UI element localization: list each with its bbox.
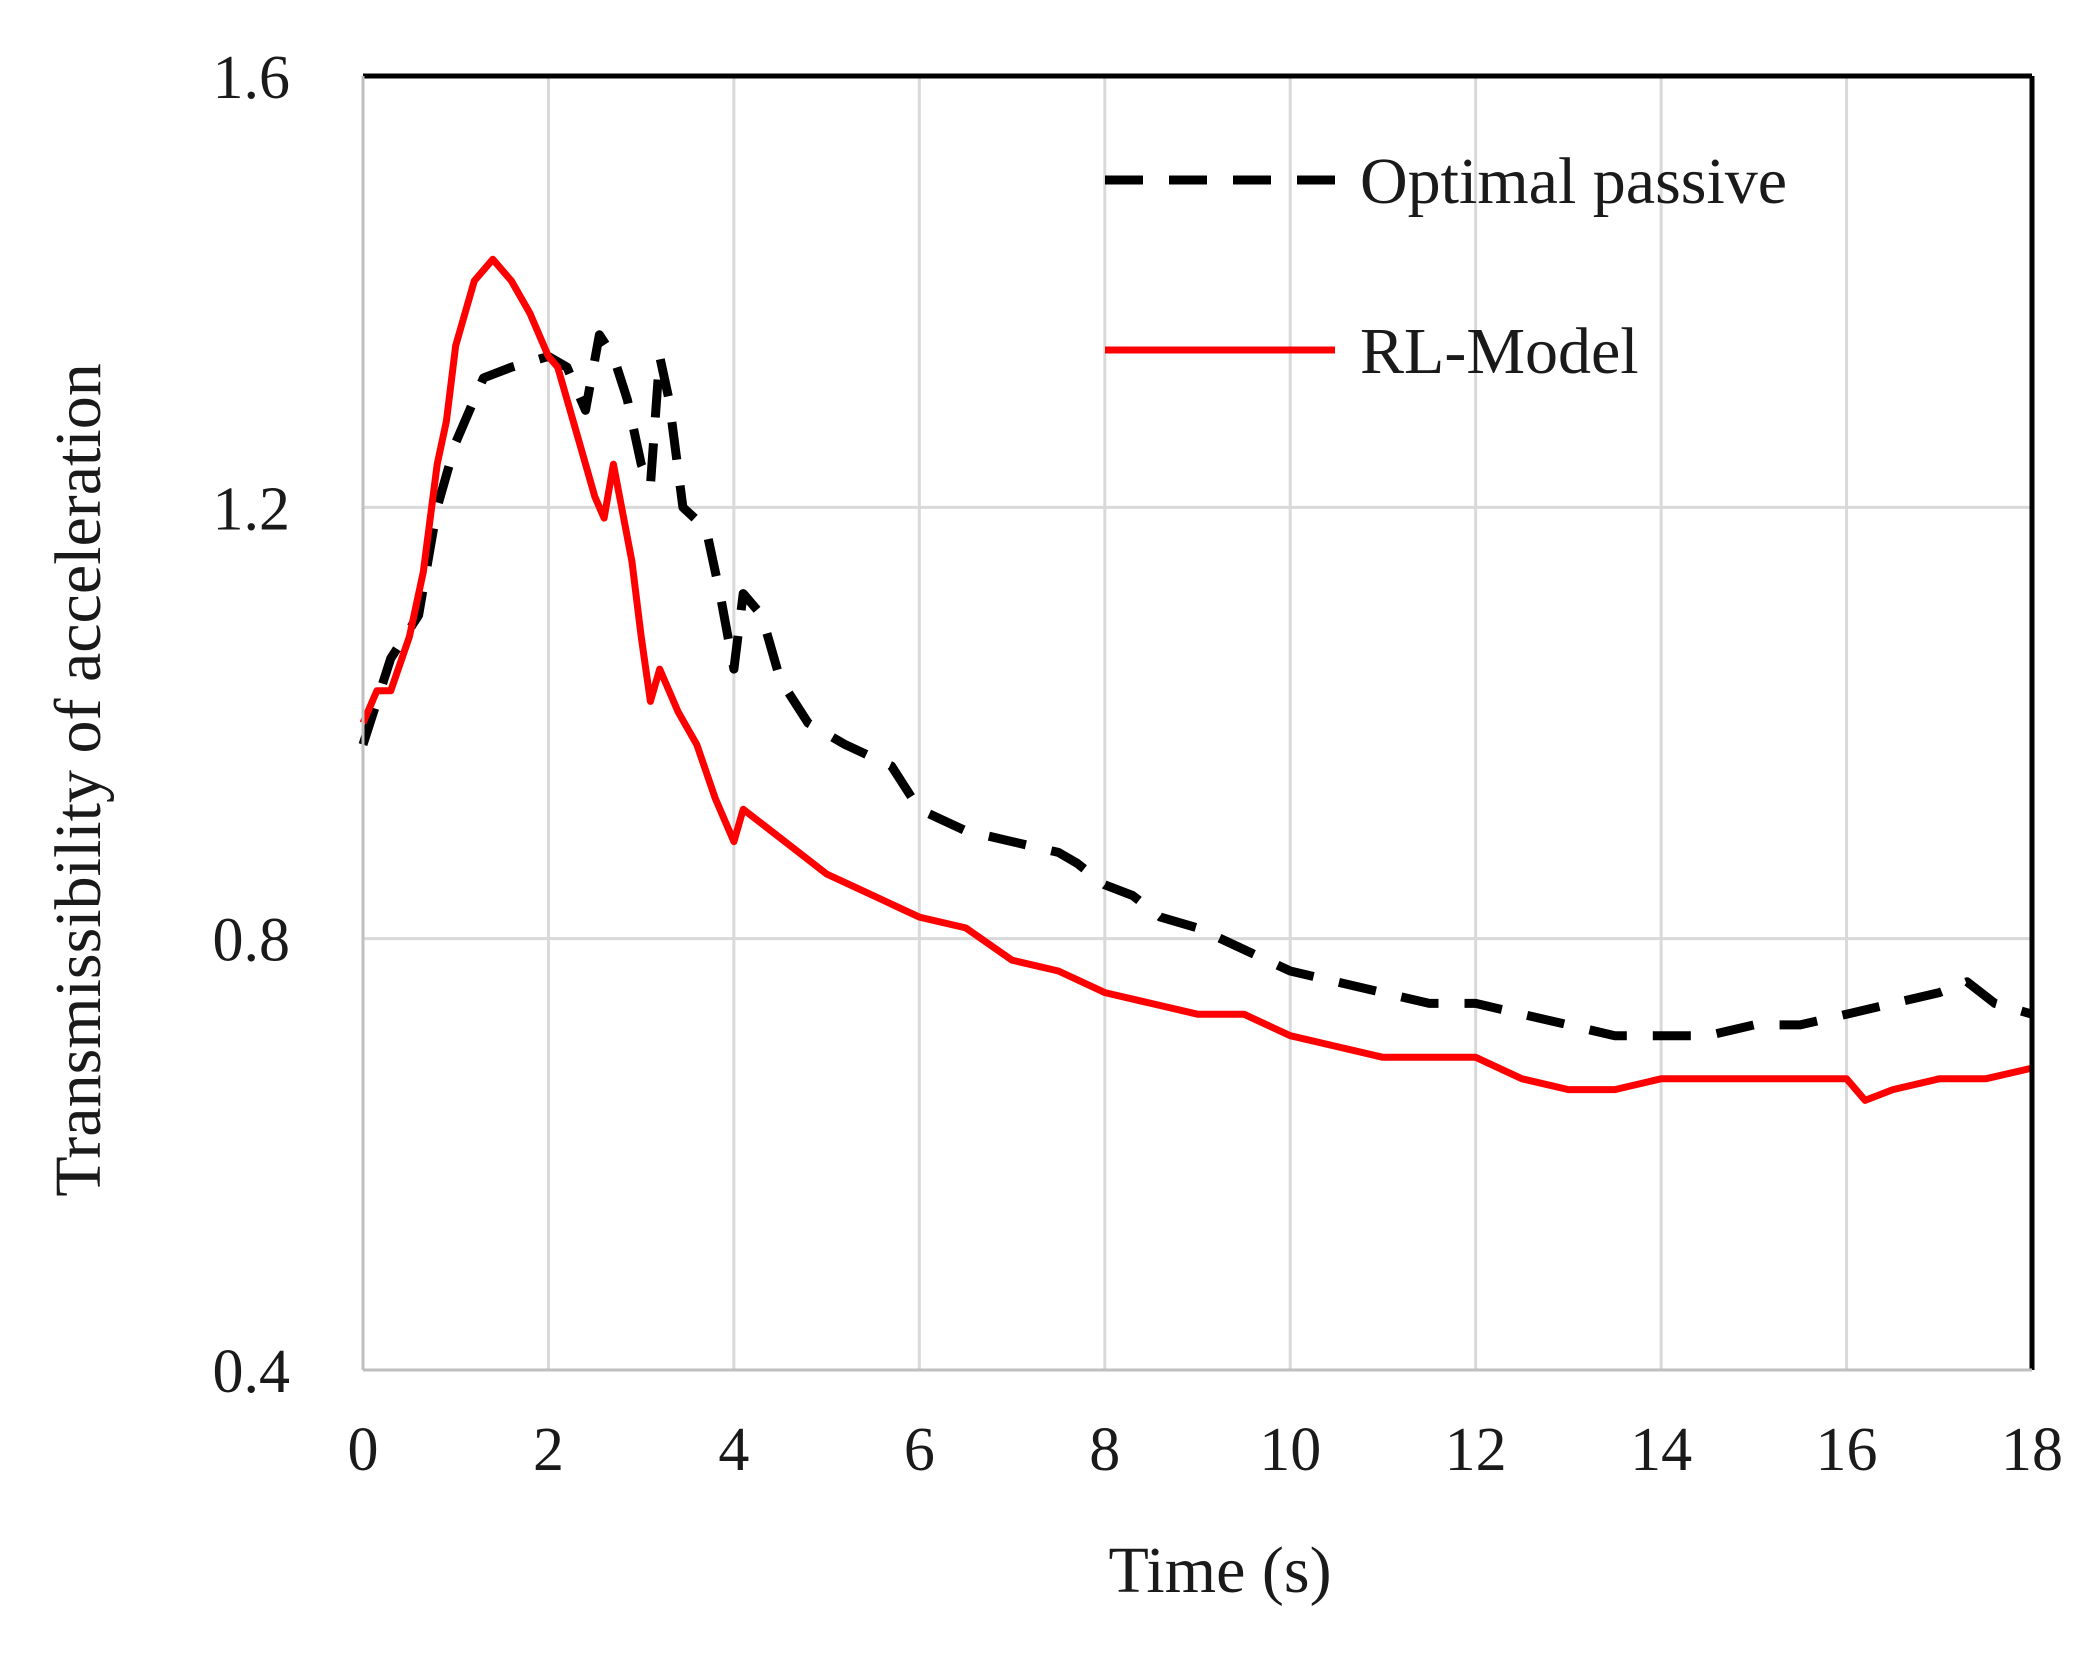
x-tick-label: 2 (533, 1416, 564, 1484)
legend: Optimal passive RL-Model (1105, 145, 1787, 388)
y-tick-label: 1.6 (213, 44, 291, 112)
y-axis-tick-labels: 0.4 0.8 1.2 1.6 (213, 44, 291, 1406)
x-tick-label: 10 (1259, 1416, 1321, 1484)
series-optimal-passive-line (358, 330, 2034, 1041)
x-tick-label: 12 (1445, 1416, 1507, 1484)
x-axis-tick-labels: 0 2 4 6 8 10 12 14 16 18 (348, 1416, 2064, 1484)
x-tick-label: 4 (718, 1416, 749, 1484)
legend-optimal-passive-label: Optimal passive (1360, 145, 1787, 218)
y-tick-label: 1.2 (213, 475, 291, 543)
axes (361, 73, 2035, 1372)
x-tick-label: 0 (348, 1416, 379, 1484)
y-axis-title: Transmissibility of acceleration (42, 363, 115, 1196)
series-layer (358, 255, 2034, 1104)
legend-rl-model-label: RL-Model (1360, 315, 1639, 388)
x-tick-label: 6 (904, 1416, 935, 1484)
x-axis-title: Time (s) (1108, 1534, 1331, 1607)
x-tick-label: 18 (2001, 1416, 2063, 1484)
series-rl-model-line (359, 255, 2033, 1104)
x-tick-label: 8 (1089, 1416, 1120, 1484)
y-tick-label: 0.4 (213, 1338, 291, 1406)
y-tick-label: 0.8 (213, 907, 291, 975)
x-tick-label: 16 (1816, 1416, 1878, 1484)
x-tick-label: 14 (1630, 1416, 1692, 1484)
